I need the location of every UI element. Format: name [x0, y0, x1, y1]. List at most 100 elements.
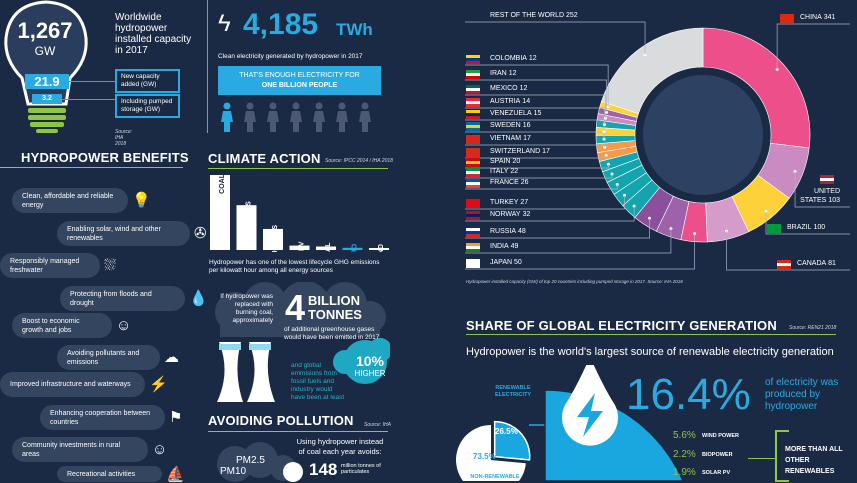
- leader-line: [465, 144, 606, 148]
- wheat-drop-icon: 💧: [189, 290, 208, 307]
- banner: THAT'S ENOUGH ELECTRICITY FOR ONE BILLIO…: [218, 66, 381, 95]
- capacity-donut-chart: [465, 21, 850, 271]
- legend-brazil: BRAZIL 100: [787, 224, 825, 231]
- graduate-icon: ☺: [152, 441, 168, 458]
- bar-hydro: [342, 247, 363, 250]
- flag-icon: [466, 259, 480, 268]
- flag-icon: [466, 148, 480, 157]
- legend-italy: ITALY 22: [490, 168, 518, 175]
- legend-sweden: SWEDEN 16: [490, 122, 530, 129]
- legend-label: ITALY: [490, 168, 509, 175]
- benefits-title: HYDROPOWER BENEFITS: [21, 150, 189, 165]
- benefit-item: Improved infrastructure and waterways: [0, 372, 145, 397]
- slice-rest-of-the-world: [601, 27, 704, 114]
- benefit-label: Avoiding pollutants and emissions: [67, 349, 140, 366]
- legend-label: UNITED STATES: [800, 188, 840, 204]
- big-number: 4: [285, 287, 306, 328]
- other-label: WIND POWER: [702, 433, 739, 439]
- legend-label: AUSTRIA: [490, 98, 521, 105]
- share-title: SHARE OF GLOBAL ELECTRICITY GENERATION: [466, 318, 777, 333]
- pumped-label: Including pumped storage (GW): [115, 94, 180, 118]
- generation-caption: Clean electricity generated by hydropowe…: [218, 53, 363, 60]
- bar-label: WIND: [378, 244, 385, 252]
- new-capacity-label: New capacity added (GW): [115, 69, 180, 93]
- legend-value: 32: [522, 211, 531, 218]
- nonrenewable-label: NON-RENEWABLE: [470, 474, 520, 480]
- flag-icon: [466, 55, 480, 64]
- bar-label: BIOMASS: [272, 225, 279, 252]
- legend-value: 17: [542, 148, 550, 155]
- benefit-item: Boost to economic growth and jobs: [12, 313, 112, 338]
- legend-switzerland: SWITZERLAND 17: [490, 148, 550, 155]
- leader-line: [465, 64, 609, 107]
- legend-spain: SPAIN 20: [490, 158, 520, 165]
- legend-austria: AUSTRIA 14: [490, 98, 530, 105]
- global-text: and global emmisions from fossil fuels a…: [291, 362, 345, 401]
- leader-line: [465, 79, 607, 113]
- leader-line: [465, 233, 696, 270]
- pollution-intro: Using hydropower instead of coal each ye…: [296, 437, 384, 456]
- legend-label: VENEZUELA: [490, 110, 532, 117]
- benefit-label: Community investments in rural areas: [22, 441, 121, 458]
- flag-icon: [466, 199, 480, 208]
- benefit-label: Enhancing cooperation between countries: [50, 409, 151, 426]
- worker-icon: ☺: [116, 317, 132, 334]
- legend-label: JAPAN: [490, 259, 513, 266]
- legend-value: 15: [533, 110, 542, 117]
- legend-label: NORWAY: [490, 211, 521, 218]
- legend-value: 16: [522, 122, 531, 129]
- legend-value: 341: [823, 14, 836, 21]
- climate-caption: Hydropower has one of the lowest lifecyc…: [209, 259, 380, 274]
- pollution-cloud: [217, 442, 303, 482]
- clouds-illustration: [215, 282, 390, 402]
- wind-solar-icon: ✇: [194, 225, 207, 242]
- leader-line: [465, 131, 605, 140]
- people-row: [221, 102, 371, 132]
- legend-value: 22: [510, 168, 519, 175]
- legend-canada: CANADA 81: [797, 260, 836, 267]
- flag-icon: [466, 243, 480, 252]
- legend-label: IRAN: [490, 70, 507, 77]
- cloud-icon: ☁: [164, 349, 179, 366]
- renewable-label: RENEWABLE ELECTRICITY: [494, 385, 532, 398]
- benefit-label: Improved infrastructure and waterways: [10, 381, 131, 388]
- pollution-title: AVOIDING POLLUTION: [208, 413, 354, 428]
- emitted-text: of additional greenhouse gases would hav…: [284, 326, 380, 341]
- leader-line: [776, 23, 850, 70]
- bar-label: SOLAR PV: [299, 241, 306, 252]
- flag-icon: [777, 260, 791, 269]
- other-pct: 1.9%: [673, 467, 696, 478]
- lightning-icon: [577, 393, 603, 437]
- legend-value: 103: [828, 197, 840, 204]
- globe-icon: [643, 75, 763, 195]
- banner-line1: THAT'S ENOUGH ELECTRICITY FOR: [239, 72, 360, 79]
- boat-icon: ⛵: [166, 465, 185, 483]
- legend-value: 12: [519, 85, 528, 92]
- person-icon: [313, 102, 325, 132]
- bar-coal: [210, 175, 230, 250]
- legend-label: REST OF THE WORLD: [490, 12, 565, 19]
- benefit-label: Protecting from floods and drought: [70, 290, 152, 307]
- capacity-value: 1,267: [17, 18, 73, 43]
- legend-label: VIETNAM: [490, 135, 522, 142]
- bar-label: COAL: [219, 173, 226, 194]
- legend-value: 14: [522, 98, 531, 105]
- bar-label: GEOTHERMAL: [325, 242, 332, 252]
- legend-russia: RUSSIA 48: [490, 228, 526, 235]
- pollution-value-label: million tonnes of particulates: [341, 463, 381, 475]
- climate-source: Source: IPCC 2014 / IHA 2018: [325, 158, 393, 164]
- legend-norway: NORWAY 32: [490, 211, 530, 218]
- legend-label: TURKEY: [490, 199, 519, 206]
- bar-geothermal: [316, 246, 336, 250]
- pollution-value: 148: [309, 460, 338, 479]
- benefit-item: Responsibly managed freshwater: [0, 253, 100, 278]
- leader-line: [465, 21, 646, 55]
- legend-label: SWEDEN: [490, 122, 521, 129]
- leader-line: [465, 228, 672, 254]
- legend-value: 12: [528, 55, 537, 62]
- benefit-label: Enabling solar, wind and other renewable…: [67, 225, 161, 242]
- benefit-item: Protecting from floods and drought: [60, 286, 185, 311]
- legend-rest-of-the-world: REST OF THE WORLD 252: [490, 12, 578, 19]
- dam-icon: ⛆: [104, 257, 117, 274]
- share-subtitle: Hydropower is the world's largest source…: [466, 346, 834, 358]
